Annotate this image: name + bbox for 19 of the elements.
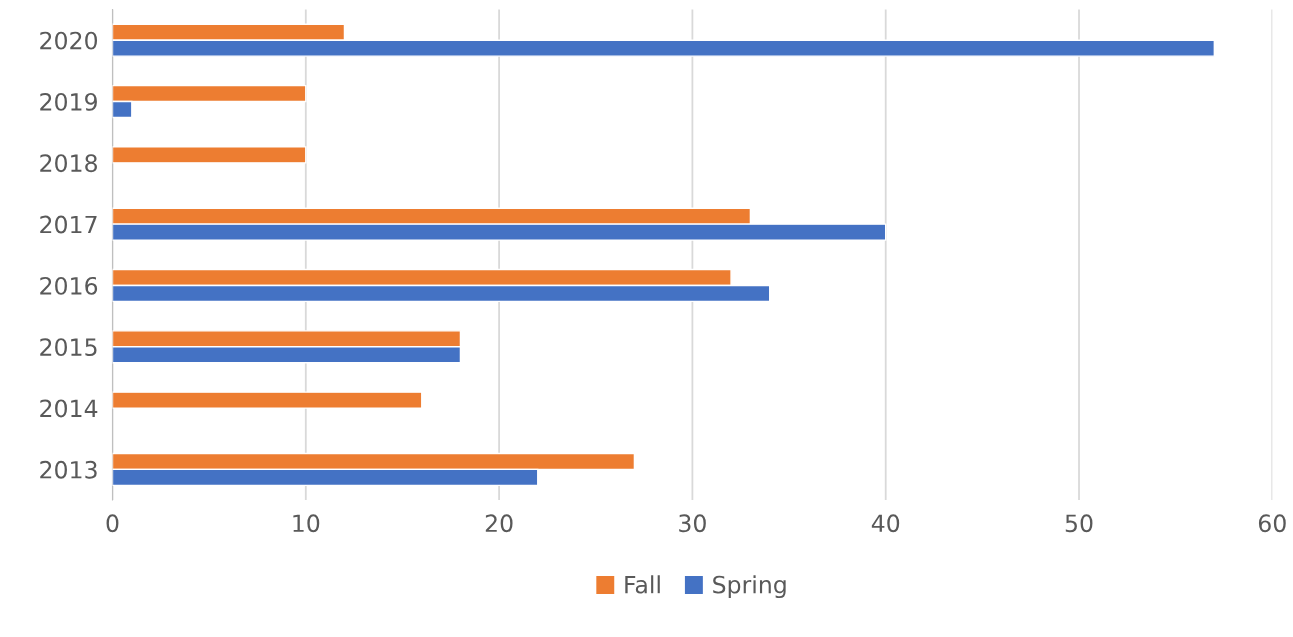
legend-label: Spring: [713, 575, 786, 599]
y-tick-label: 2016: [40, 276, 98, 295]
x-tick-label: 50: [1065, 514, 1093, 533]
x-tick-label: 40: [871, 514, 900, 533]
x-tick-label: 10: [293, 514, 320, 533]
x-tick-label: 20: [485, 514, 513, 533]
y-tick-label: 2018: [40, 154, 97, 173]
y-tick-label: 2017: [40, 215, 97, 234]
bar: [112, 146, 307, 164]
x-tick-label: 30: [679, 514, 706, 533]
legend-label: Fall: [625, 575, 660, 594]
y-tick-label: 2013: [40, 460, 97, 479]
y-tick-label: 2014: [40, 399, 98, 418]
x-tick-label: 60: [1258, 514, 1286, 533]
y-tick-label: 2019: [40, 92, 97, 111]
x-tick-label: 0: [106, 514, 119, 533]
y-tick-label: 2015: [40, 338, 97, 357]
y-tick-label: 2020: [40, 31, 98, 50]
bar: [112, 391, 423, 409]
